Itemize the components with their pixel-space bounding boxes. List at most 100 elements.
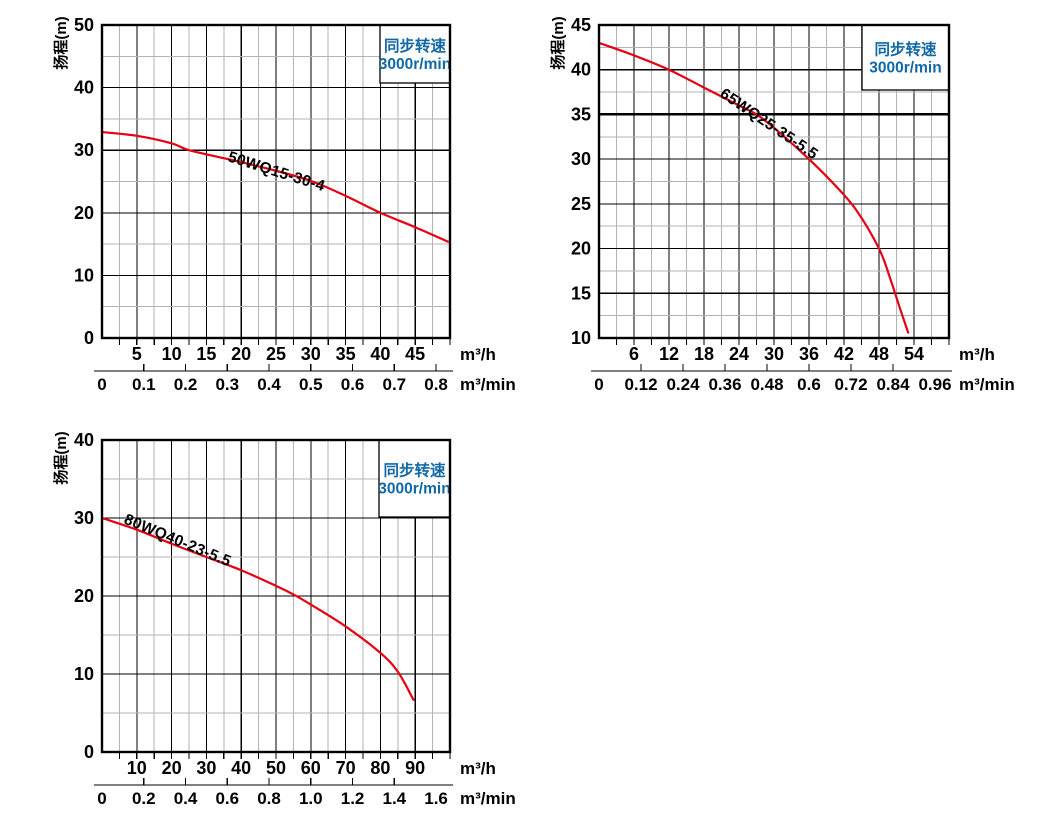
x2-tick-label: 0.36 — [708, 375, 741, 394]
y-tick-label: 20 — [74, 203, 94, 223]
y-tick-label: 50 — [74, 15, 94, 35]
x-tick-label: 24 — [729, 344, 749, 364]
x2-tick-label: 0.48 — [750, 375, 783, 394]
x-tick-label: 36 — [799, 344, 819, 364]
x2-tick-label: 1.6 — [424, 789, 448, 808]
x2-tick-label: 0.8 — [257, 789, 281, 808]
y-tick-label: 30 — [74, 140, 94, 160]
x2-tick-label: 0.4 — [257, 375, 281, 394]
y-tick-label: 40 — [74, 430, 94, 450]
x-tick-label: 54 — [904, 344, 924, 364]
x-tick-label: 10 — [127, 758, 147, 778]
x2-tick-label: 0.24 — [666, 375, 700, 394]
pump-curve — [597, 41, 910, 334]
x2-tick-label: 1.0 — [299, 789, 323, 808]
x-tick-label: 70 — [336, 758, 356, 778]
x-tick-label: 40 — [370, 344, 390, 364]
x-axis-ticks — [118, 339, 451, 345]
x2-tick-label: 1.2 — [341, 789, 365, 808]
x-axis-unit-m3min: m³/min — [460, 375, 516, 394]
x2-tick-label: 0 — [97, 789, 106, 808]
y-tick-label: 15 — [571, 283, 591, 303]
x2-tick-label: 0.1 — [132, 375, 156, 394]
y-tick-label: 20 — [74, 586, 94, 606]
x-tick-label: 12 — [659, 344, 679, 364]
x2-tick-label: 0.2 — [174, 375, 198, 394]
x-tick-label: 80 — [370, 758, 390, 778]
pump-curve — [100, 516, 415, 701]
y-axis-title: 扬程(m) — [52, 16, 70, 69]
x2-tick-label: 0.8 — [424, 375, 448, 394]
legend-speed-value: 3000r/min — [379, 56, 451, 73]
x2-tick-label: 0.4 — [174, 789, 198, 808]
x-tick-label: 30 — [301, 344, 321, 364]
x-axis-unit-m3h: m³/h — [460, 345, 496, 364]
plot-border — [100, 23, 452, 340]
x2-tick-label: 0.3 — [215, 375, 239, 394]
x-axis-unit-m3h: m³/h — [959, 345, 995, 364]
x-axis-ticks — [118, 753, 451, 759]
x2-tick-label: 0.6 — [797, 375, 821, 394]
x-tick-label: 48 — [869, 344, 889, 364]
x2-tick-label: 0.7 — [382, 375, 406, 394]
x-tick-label: 30 — [764, 344, 784, 364]
y-tick-label: 0 — [84, 328, 94, 348]
x2-tick-label: 0.96 — [918, 375, 951, 394]
x-tick-label: 25 — [266, 344, 286, 364]
grid — [599, 25, 949, 338]
legend-speed-title: 同步转速 — [384, 36, 447, 55]
x-tick-label: 5 — [132, 344, 142, 364]
y-tick-label: 25 — [571, 194, 591, 214]
x-tick-label: 60 — [301, 758, 321, 778]
y-tick-label: 10 — [74, 664, 94, 684]
x-tick-label: 18 — [694, 344, 714, 364]
pump-curve — [100, 130, 450, 243]
y-tick-label: 30 — [74, 508, 94, 528]
legend-speed-value: 3000r/min — [378, 481, 450, 498]
x-tick-label: 90 — [405, 758, 425, 778]
legend-speed-title: 同步转速 — [383, 461, 446, 480]
x-tick-label: 30 — [196, 758, 216, 778]
y-tick-label: 40 — [74, 78, 94, 98]
x-tick-label: 42 — [834, 344, 854, 364]
chart-80wq40-23-5-5: 80WQ40-23-5.5 同步转速 3000r/min 10 20 30 40 50 60 70… — [0, 415, 520, 817]
y-tick-label: 10 — [74, 265, 94, 285]
y-axis-title: 扬程(m) — [52, 431, 70, 484]
x-tick-label: 35 — [336, 344, 356, 364]
x2-tick-label: 0 — [594, 375, 603, 394]
x2-tick-label: 1.4 — [382, 789, 406, 808]
x-tick-label: 40 — [231, 758, 251, 778]
x-tick-label: 20 — [231, 344, 251, 364]
grid — [102, 25, 450, 338]
legend-box — [861, 24, 950, 91]
x-tick-label: 10 — [162, 344, 182, 364]
x2-tick-label: 0.12 — [624, 375, 657, 394]
x2-tick-label: 0.72 — [834, 375, 867, 394]
y-tick-label: 40 — [571, 60, 591, 80]
chart-50wq15-30-4: 50WQ15-30-4 同步转速 3000r/min 5 10 15 20 25 30 35 40 4… — [0, 0, 520, 400]
x-tick-label: 50 — [266, 758, 286, 778]
x-tick-label: 6 — [629, 344, 639, 364]
x2-tick-label: 0.5 — [299, 375, 323, 394]
chart-65wq25-35-5-5: 65WQ25-35-5.5 同步转速 3000r/min 6 12 18 24 30 36 42 4… — [540, 0, 1056, 400]
legend-box — [378, 439, 451, 518]
x2-tick-label: 0.2 — [132, 789, 156, 808]
x-tick-label: 15 — [196, 344, 216, 364]
legend-speed-value: 3000r/min — [869, 60, 941, 77]
y-tick-label: 20 — [571, 239, 591, 259]
plot-border — [100, 438, 452, 754]
plot-border — [597, 23, 951, 340]
y-axis-title: 扬程(m) — [549, 16, 567, 69]
y-tick-label: 30 — [571, 149, 591, 169]
y-tick-label: 35 — [571, 104, 591, 124]
x-tick-label: 20 — [162, 758, 182, 778]
x-axis-ticks — [615, 339, 950, 345]
x-axis-unit-m3min: m³/min — [959, 375, 1015, 394]
y-tick-label: 45 — [571, 15, 591, 35]
y-tick-label: 0 — [84, 742, 94, 762]
x-axis-unit-m3min: m³/min — [460, 789, 516, 808]
x2-tick-label: 0.6 — [215, 789, 239, 808]
legend-speed-title: 同步转速 — [874, 40, 937, 59]
